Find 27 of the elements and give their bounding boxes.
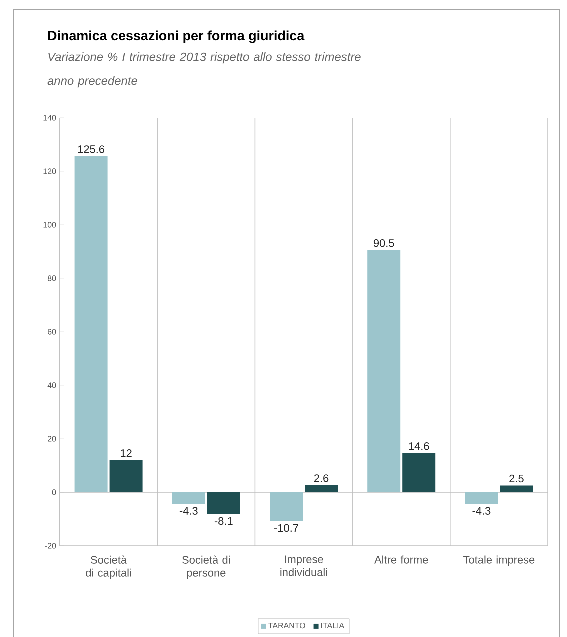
bar: [110, 460, 143, 492]
data-label: 125.6: [78, 146, 105, 154]
x-tick-label: Totale imprese: [464, 556, 535, 566]
x-tick-label: Altre forme: [374, 556, 428, 564]
bar: [402, 453, 436, 492]
data-label: 2.6: [314, 474, 329, 482]
bar: [172, 492, 206, 504]
data-label: -4.3: [472, 507, 491, 515]
x-tick-label: Società di persone: [182, 556, 230, 580]
bar: [270, 492, 303, 522]
data-label: -10.7: [274, 524, 298, 532]
data-label: 14.6: [409, 442, 430, 450]
data-label: 12: [121, 450, 132, 458]
chart-title: Dinamica cessazioni per forma giuridica: [48, 30, 305, 44]
bar: [305, 486, 338, 492]
x-tick-label: Società di capitali: [86, 556, 132, 580]
bar: [368, 250, 401, 492]
chart-subtitle: Variazione % I trimestre 2013 rispetto allo stesso trimestre anno precedente: [48, 52, 361, 88]
data-label: 90.5: [374, 239, 394, 248]
bar: [207, 492, 240, 514]
bar: [500, 486, 534, 492]
x-tick-label: Imprese individuali: [280, 556, 328, 576]
bar: [465, 492, 498, 504]
data-label: -8.1: [214, 517, 233, 526]
data-label: -4.3: [180, 507, 198, 515]
data-label: 2.5: [510, 474, 524, 483]
bar: [74, 156, 108, 492]
